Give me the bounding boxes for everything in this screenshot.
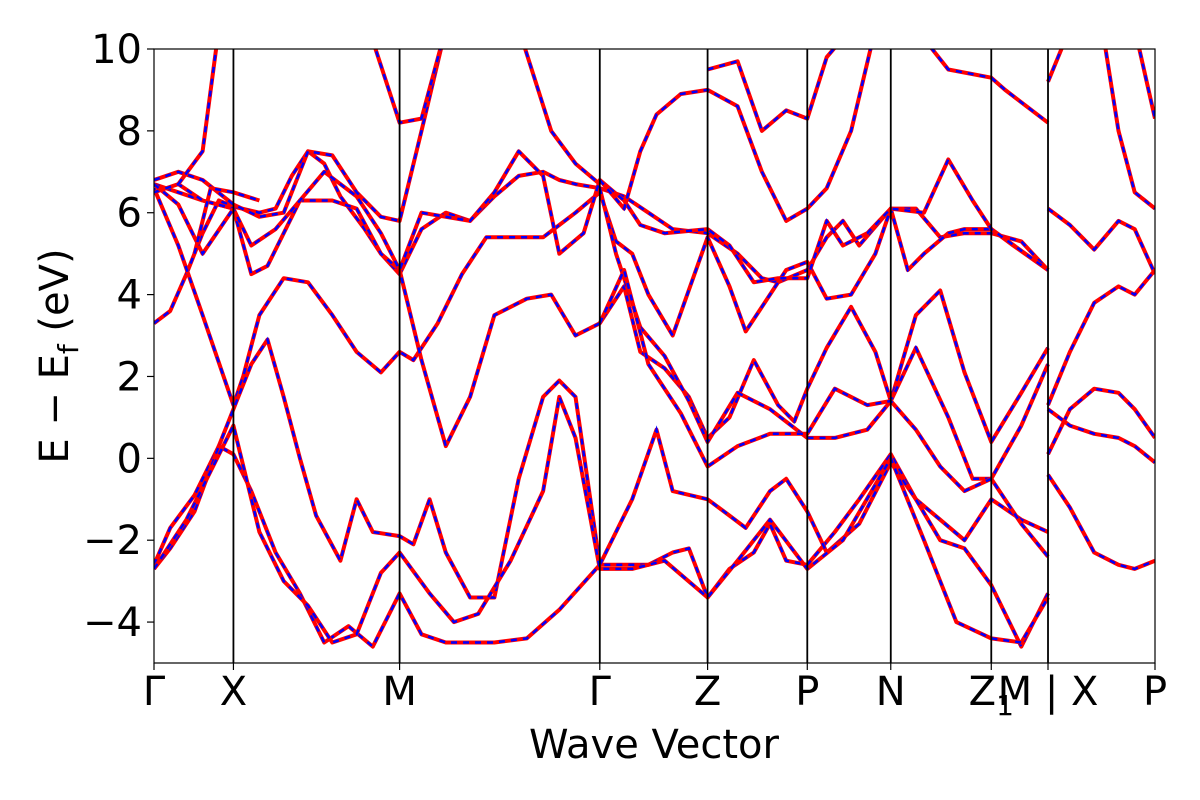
kpoint-vertical-lines	[232, 49, 1049, 663]
y-tick-label: 10	[91, 27, 142, 73]
y-tick-label: 6	[117, 191, 142, 237]
plot-frame	[153, 48, 1156, 664]
x-tick-label-9: P	[1143, 669, 1167, 715]
band-line-dashed-18	[1104, 49, 1155, 210]
x-tick-label-8: M | X	[998, 669, 1099, 715]
y-tick-label: 0	[117, 436, 142, 482]
y-tick-label: 8	[117, 109, 142, 155]
y-axis-title: E − Ef (eV)	[32, 248, 85, 463]
band-line-16	[1046, 473, 1155, 571]
band-line-dashed-3	[154, 336, 1049, 601]
y-axis-ticks: −4 −2 0 2 4 6 8 10	[83, 27, 154, 646]
y-axis-title-unit: (eV)	[32, 248, 78, 344]
y-tick-label: −4	[83, 600, 142, 646]
x-tick-label-3: Γ	[589, 669, 612, 715]
band-line-dashed-8	[598, 187, 1049, 558]
x-tick-label-2: M	[382, 669, 417, 715]
x-tick-label-7: Z1	[969, 669, 1014, 722]
band-line-dashed-17	[1046, 49, 1063, 83]
band-line-13	[1046, 268, 1155, 406]
x-tick-label-6: N	[876, 669, 906, 715]
x-tick-label-0: Γ	[143, 669, 166, 715]
band-line-dashed-15	[1047, 408, 1155, 464]
x-tick-label-1: X	[220, 669, 247, 715]
x-tick-label-4: Z	[694, 669, 721, 715]
y-axis-title-sub: f	[52, 343, 85, 354]
band-line-dashed-9	[598, 266, 1050, 493]
band-line-dashed-14	[1046, 387, 1155, 455]
band-line-dashed-24	[177, 49, 218, 185]
y-tick-label: 2	[117, 354, 142, 400]
band-line-dashed-10	[598, 49, 872, 223]
band-line-dashed-19	[1138, 49, 1155, 119]
band-line-dashed-2	[154, 182, 1050, 450]
y-tick-label: 4	[117, 273, 142, 319]
band-line-dashed-6	[154, 149, 1049, 284]
band-line-dashed-11	[707, 49, 836, 134]
x-axis-title: Wave Vector	[529, 722, 780, 768]
band-line-dashed-12	[1047, 207, 1155, 275]
y-axis-title-main: E − E	[32, 354, 78, 464]
x-tick-label-5: P	[795, 669, 819, 715]
band-line-dashed-20	[374, 49, 442, 125]
band-line-dashed-7	[154, 49, 443, 223]
x-axis-ticks: Γ X M Γ Z P N Z1M | X P	[143, 663, 1167, 722]
y-tick-label: −2	[83, 518, 142, 564]
band-line-23	[192, 186, 261, 255]
band-line-dashed-0	[154, 149, 1049, 325]
band-line-dashed-21	[523, 49, 601, 186]
band-line-dashed-22	[154, 183, 235, 257]
